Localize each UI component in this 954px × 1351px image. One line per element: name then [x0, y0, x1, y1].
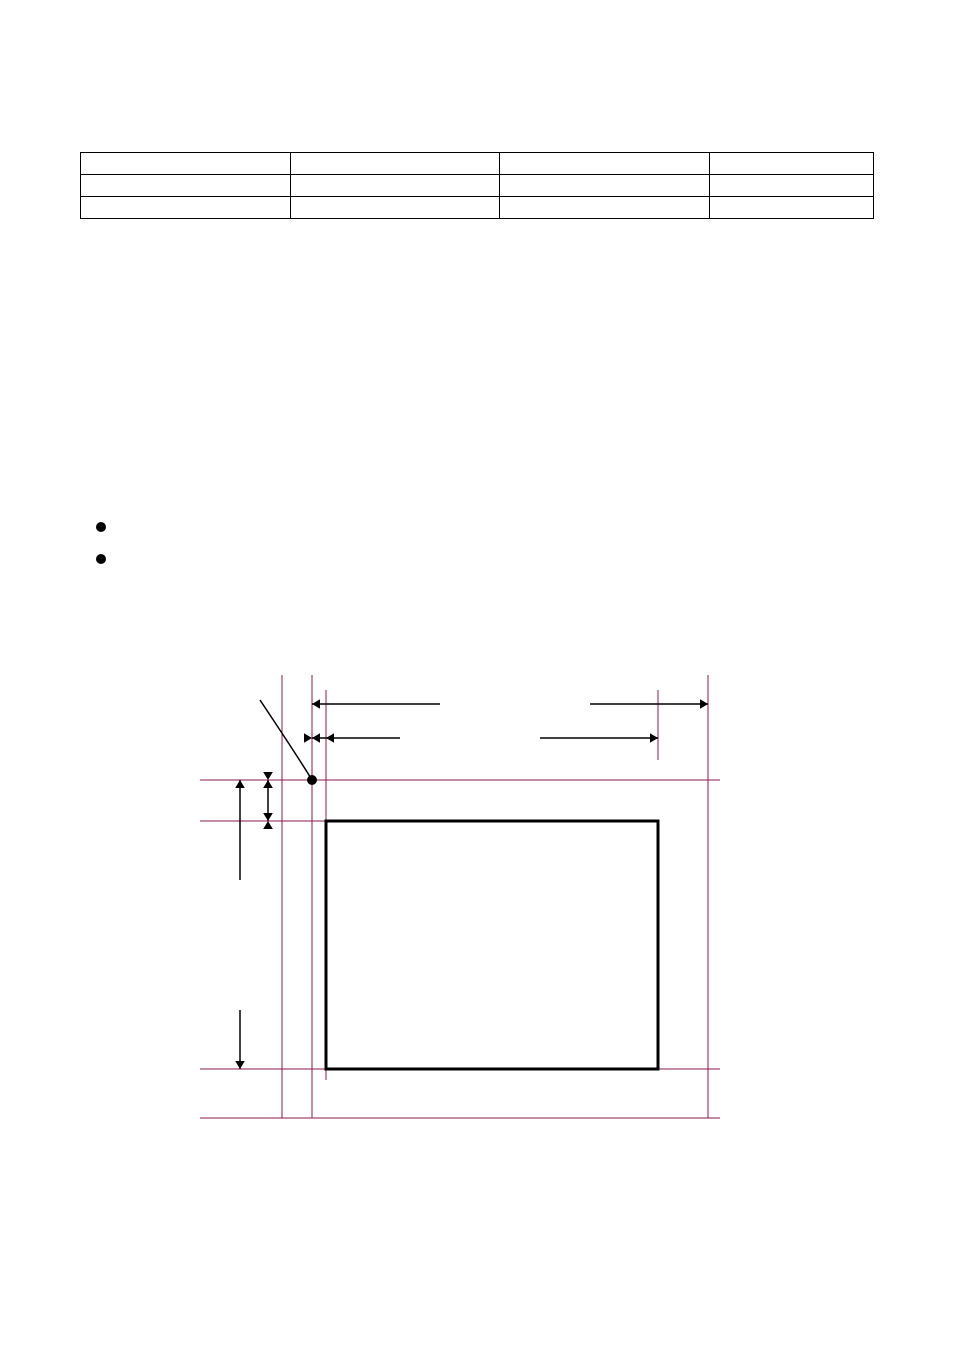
- page: [0, 0, 954, 1351]
- dimension-diagram: [0, 0, 954, 1351]
